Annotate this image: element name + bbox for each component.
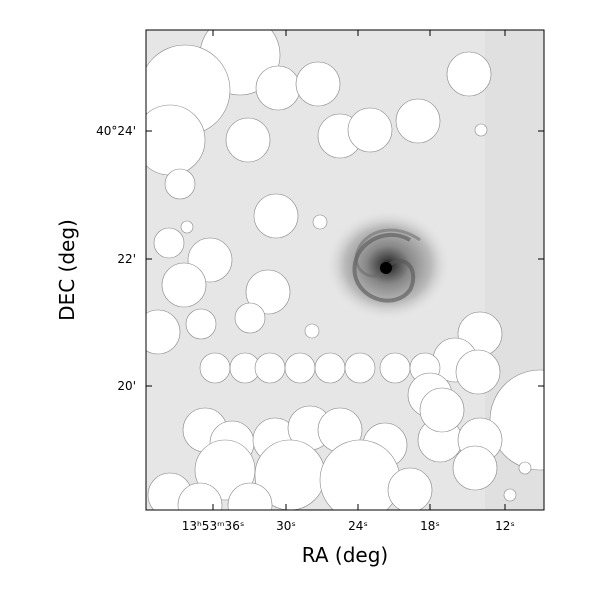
x-axis-label: RA (deg) [302,543,388,567]
sky-image [146,30,544,510]
y-axis-label: DEC (deg) [55,219,79,321]
x-tick-label: 13ʰ53ᵐ36ˢ [182,519,245,533]
ticks [146,30,544,510]
x-tick-label: 24ˢ [348,519,368,533]
y-tick-label: 40°24' [96,124,136,138]
x-tick-label: 12ˢ [495,519,515,533]
plot-frame [145,29,545,511]
x-tick-label: 30ˢ [276,519,296,533]
y-tick-label: 22' [117,252,136,266]
y-tick-label: 20' [117,379,136,393]
masked-regions [146,30,544,510]
x-tick-label: 18ˢ [420,519,440,533]
